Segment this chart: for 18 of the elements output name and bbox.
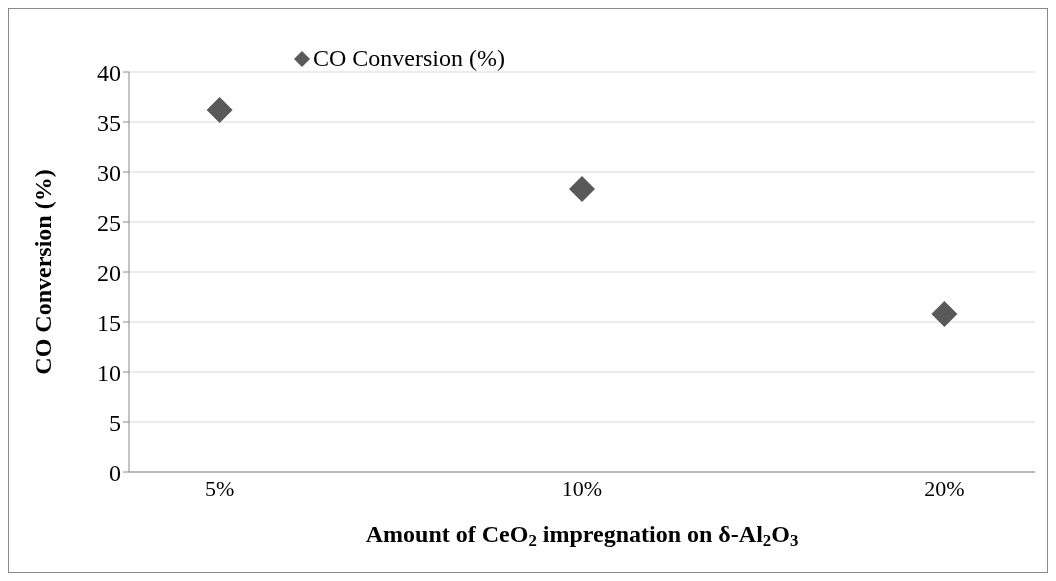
y-tick-label: 15	[97, 309, 121, 336]
y-tick-label: 10	[97, 359, 121, 386]
y-tick-label: 30	[97, 159, 121, 186]
y-tick-label: 25	[97, 209, 121, 236]
x-tick-label: 20%	[924, 475, 965, 501]
x-tick-label: 5%	[204, 475, 235, 501]
y-tick-label: 0	[109, 459, 121, 486]
legend-label: CO Conversion (%)	[313, 45, 505, 72]
point	[931, 301, 958, 327]
y-axis-title: CO Conversion (%)	[30, 169, 56, 375]
x-tick-label: 10%	[561, 475, 603, 501]
x-axis-title: Amount of CeO$_{2}$ impregnation on δ-Al$_{2}$O$_{3}$	[365, 521, 799, 551]
y-tick-label: 20	[97, 259, 121, 286]
y-tick-label: 35	[97, 109, 121, 136]
point	[569, 176, 595, 202]
y-tick-label: 40	[97, 59, 121, 86]
point	[206, 97, 233, 123]
y-tick-label: 5	[109, 409, 121, 436]
